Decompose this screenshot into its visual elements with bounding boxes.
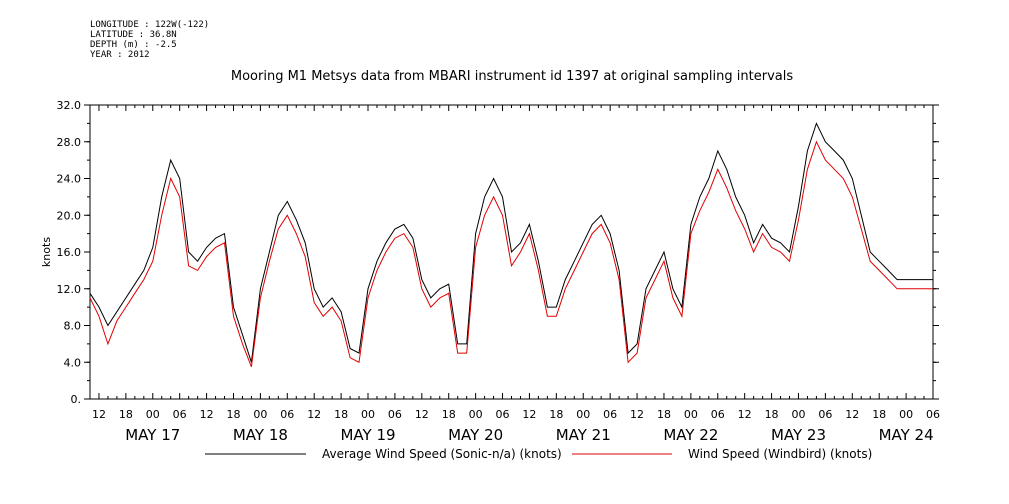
- x-day-label: MAY 23: [771, 426, 826, 444]
- x-day-label: MAY 22: [663, 426, 718, 444]
- x-tick-label: 00: [469, 408, 483, 421]
- year-label: YEAR : 2012: [90, 50, 150, 60]
- x-tick-label: 00: [253, 408, 267, 421]
- x-tick-label: 12: [307, 408, 321, 421]
- x-tick-label: 12: [415, 408, 429, 421]
- x-day-label: MAY 19: [340, 426, 395, 444]
- y-tick-label: 4.0: [64, 356, 82, 369]
- series-lines: [89, 122, 933, 367]
- x-tick-label: 06: [711, 408, 725, 421]
- x-tick-label: 06: [926, 408, 940, 421]
- x-tick-label: 06: [280, 408, 294, 421]
- x-tick-label: 06: [173, 408, 187, 421]
- depth-label: DEPTH (m) : -2.5: [90, 40, 177, 50]
- y-tick-label: 0.: [71, 393, 82, 406]
- legend-label-1: Average Wind Speed (Sonic-n/a) (knots): [322, 447, 562, 461]
- x-tick-label: 06: [496, 408, 510, 421]
- x-tick-label: 06: [388, 408, 402, 421]
- series-line-1: [89, 122, 933, 363]
- y-tick-label: 16.0: [57, 246, 82, 259]
- x-day-label: MAY 18: [233, 426, 288, 444]
- x-tick-label: 12: [630, 408, 644, 421]
- x-day-label: MAY 20: [448, 426, 503, 444]
- latitude-label: LATITUDE : 36.8N: [90, 30, 177, 40]
- x-day-label: MAY 21: [556, 426, 611, 444]
- x-tick-label: 00: [361, 408, 375, 421]
- x-tick-label: 12: [200, 408, 214, 421]
- x-tick-label: 18: [549, 408, 563, 421]
- x-tick-label: 18: [442, 408, 456, 421]
- y-tick-label: 28.0: [57, 136, 82, 149]
- legend-label-2: Wind Speed (Windbird) (knots): [688, 447, 872, 461]
- legend: Average Wind Speed (Sonic-n/a) (knots) Wi…: [205, 447, 872, 461]
- x-tick-label: 18: [119, 408, 133, 421]
- x-tick-label: 18: [657, 408, 671, 421]
- x-day-label: MAY 17: [125, 426, 180, 444]
- x-tick-label: 06: [603, 408, 617, 421]
- x-axis: 12 18 00 06 12 18 00 06 12 18 00 06 12 18 00 06 12 18 00 06…: [92, 105, 940, 444]
- x-tick-label: 12: [92, 408, 106, 421]
- longitude-label: LONGITUDE : 122W(-122): [90, 20, 210, 30]
- y-tick-label: 24.0: [57, 173, 82, 186]
- x-tick-label: 00: [576, 408, 590, 421]
- x-tick-label: 00: [899, 408, 913, 421]
- x-tick-label: 18: [226, 408, 240, 421]
- metadata-block: LONGITUDE : 122W(-122) LATITUDE : 36.8N …: [90, 20, 209, 60]
- x-tick-label: 00: [791, 408, 805, 421]
- x-day-label: MAY 24: [879, 426, 934, 444]
- y-tick-label: 20.0: [57, 209, 82, 222]
- x-tick-label: 18: [872, 408, 886, 421]
- series-line-2: [89, 140, 933, 367]
- x-tick-label: 00: [684, 408, 698, 421]
- x-tick-label: 06: [818, 408, 832, 421]
- x-tick-label: 18: [765, 408, 779, 421]
- y-tick-label: 12.0: [57, 283, 82, 296]
- chart-title: Mooring M1 Metsys data from MBARI instru…: [231, 69, 793, 84]
- x-tick-label: 18: [334, 408, 348, 421]
- y-tick-label: 8.0: [64, 320, 82, 333]
- x-tick-label: 12: [845, 408, 859, 421]
- x-tick-label: 12: [522, 408, 536, 421]
- y-axis: 0. 4.0 8.0 12.0 16.0 20.0 24.0 28.0 32.0: [57, 99, 939, 406]
- y-axis-label: knots: [40, 237, 53, 267]
- x-tick-label: 00: [146, 408, 160, 421]
- x-tick-label: 12: [738, 408, 752, 421]
- y-tick-label: 32.0: [57, 99, 82, 112]
